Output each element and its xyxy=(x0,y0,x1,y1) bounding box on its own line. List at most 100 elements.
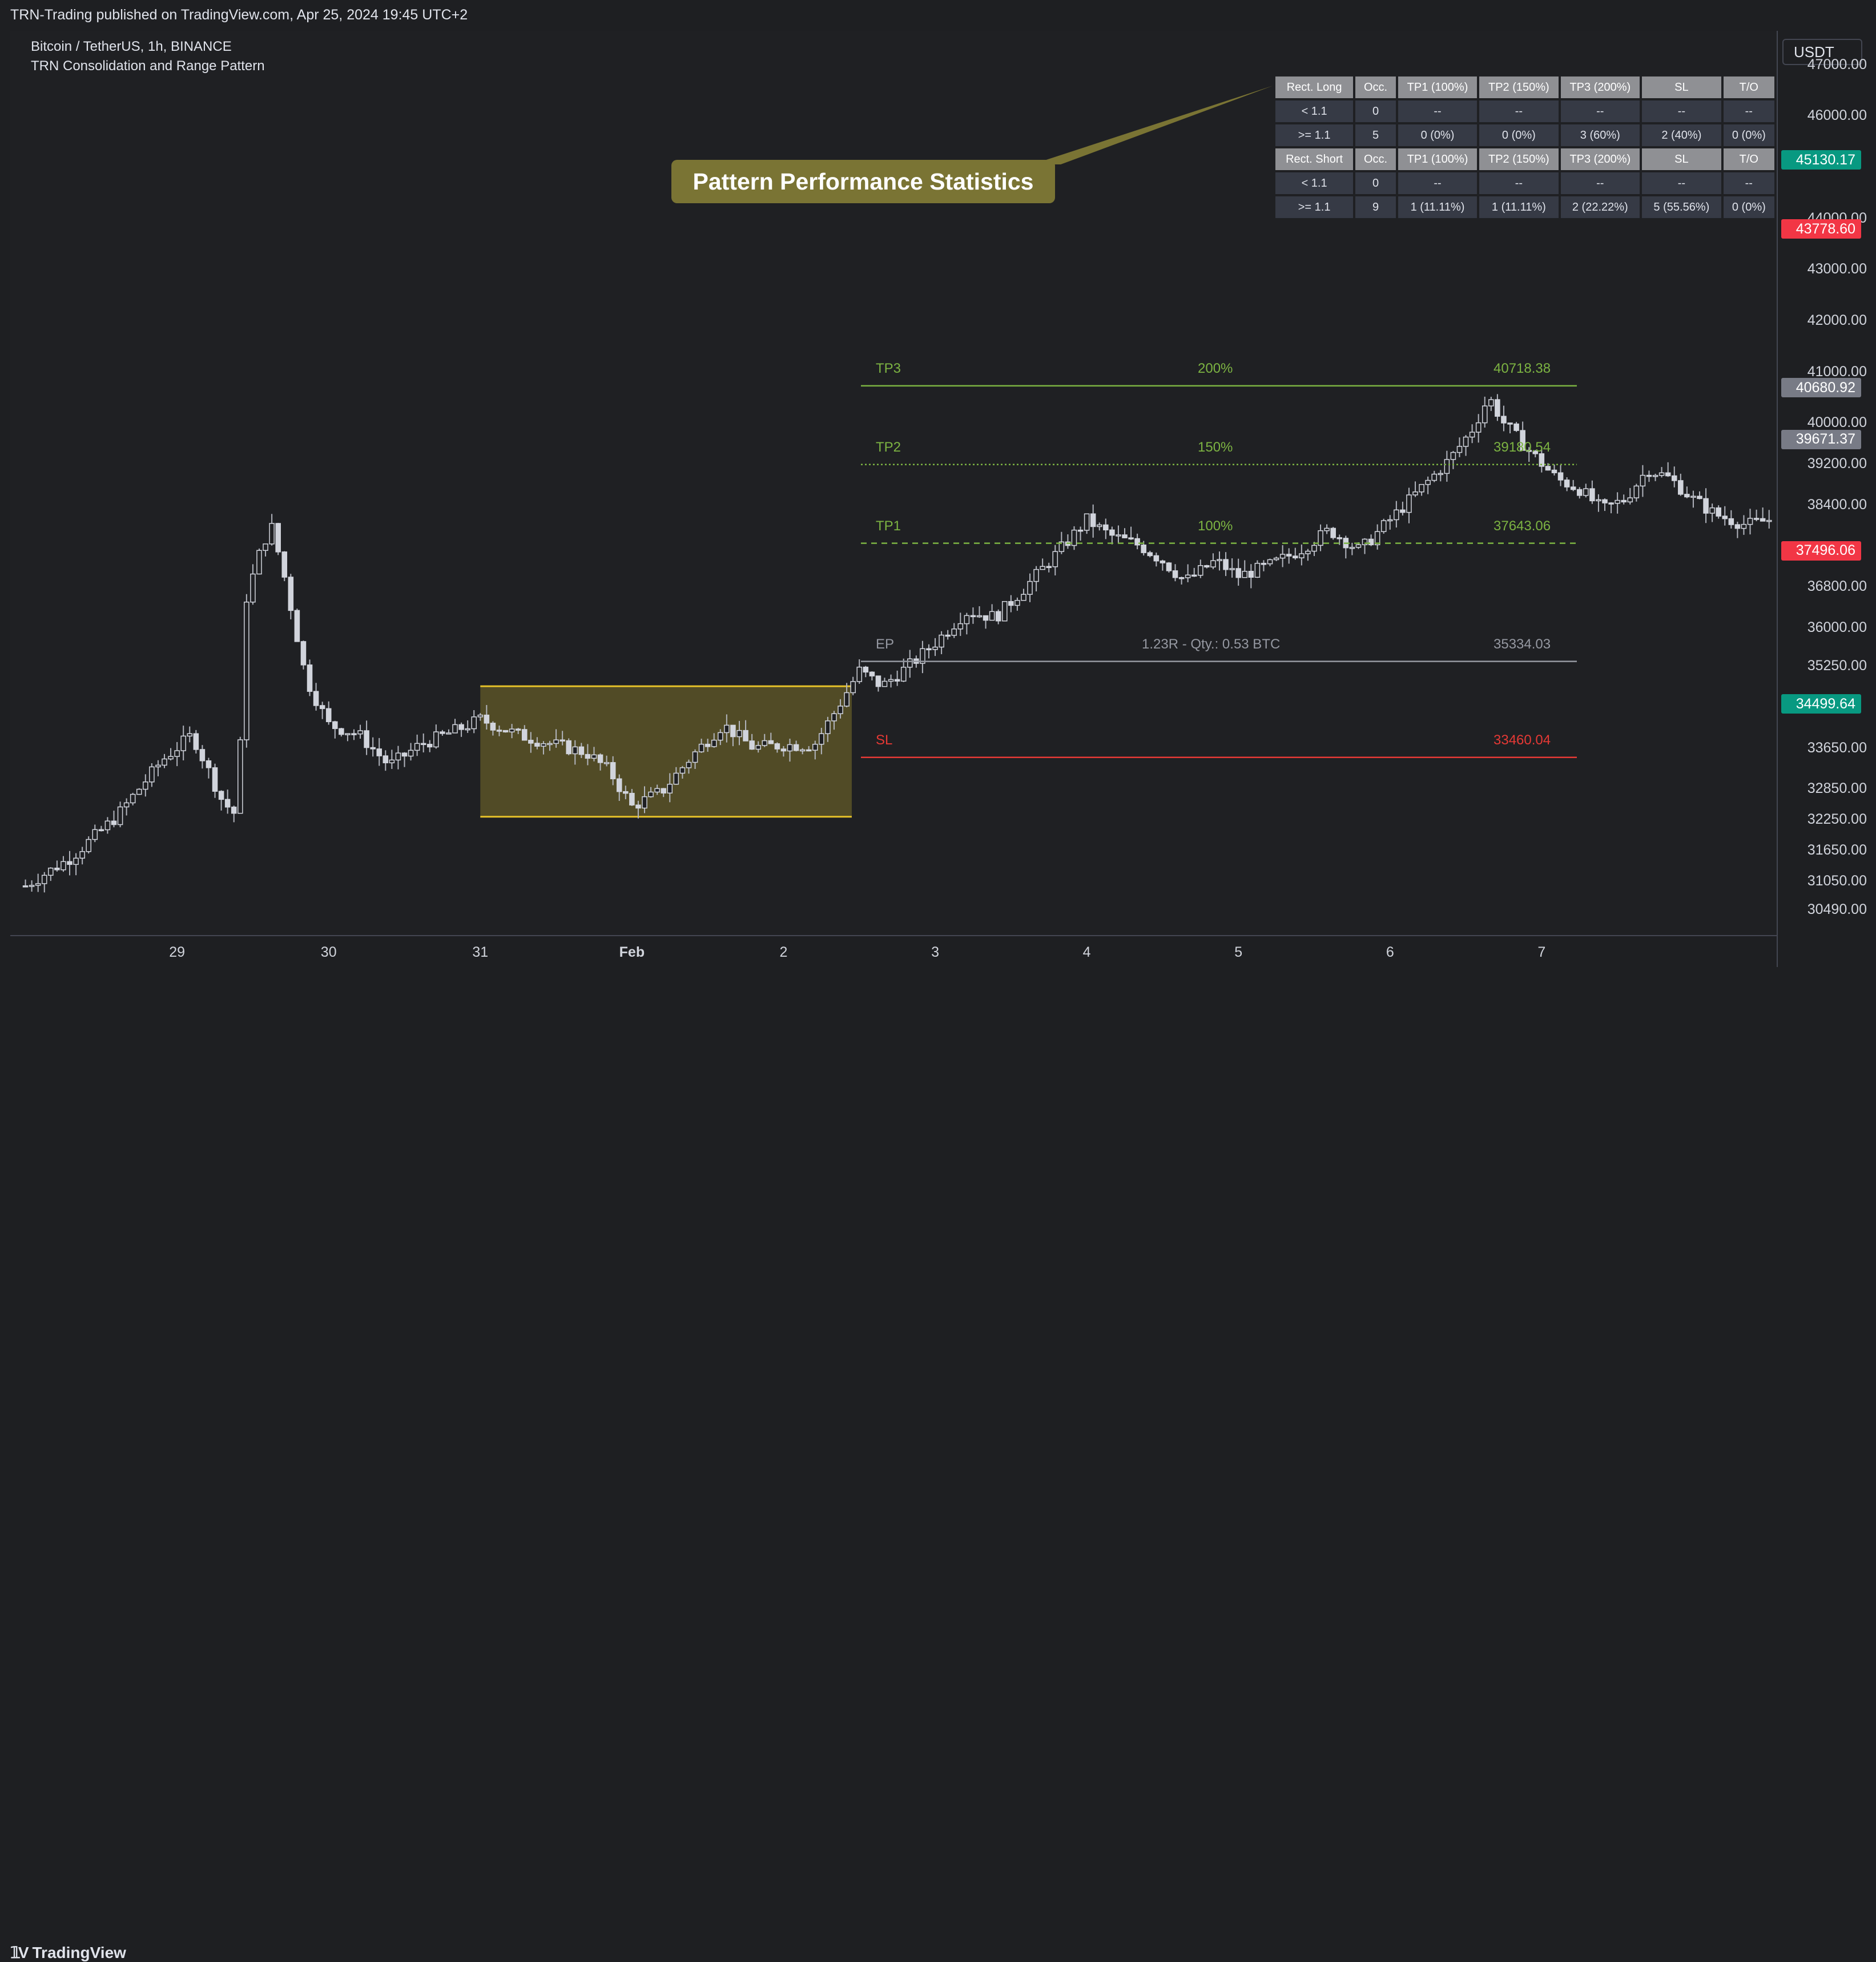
candle-up xyxy=(762,740,768,746)
stats-cell: TP1 (100%) xyxy=(1398,148,1478,170)
candle-up xyxy=(1482,405,1488,424)
candle-up xyxy=(642,796,647,809)
range-rectangle xyxy=(480,686,852,817)
candle-up xyxy=(755,745,761,750)
candle-up xyxy=(1279,554,1286,559)
candle-down xyxy=(231,807,237,814)
chart-pane[interactable]: Bitcoin / TetherUS, 1h, BINANCE TRN Cons… xyxy=(10,31,1777,935)
candle-down xyxy=(704,743,711,747)
candle-down xyxy=(1330,527,1336,538)
candle-down xyxy=(1153,555,1160,562)
candle-down xyxy=(1697,495,1702,499)
candle-down xyxy=(743,730,748,742)
candle-down xyxy=(1722,515,1728,519)
price-badge: 43778.60 xyxy=(1781,219,1861,239)
tradingview-brand[interactable]: 𝟙V TradingView xyxy=(10,1943,126,1962)
candle-down xyxy=(1090,513,1096,527)
candle-up xyxy=(1033,569,1039,582)
indicator-legend[interactable]: TRN Consolidation and Range Pattern xyxy=(31,58,265,74)
candle-down xyxy=(206,760,212,768)
candle-down xyxy=(1520,430,1525,451)
candle-up xyxy=(989,611,995,621)
candle-down xyxy=(1703,498,1709,514)
price-tick: 32850.00 xyxy=(1807,780,1867,797)
stats-cell: Rect. Long xyxy=(1275,76,1354,98)
time-axis[interactable]: 29 30 31 Feb 2 3 4 5 6 7 xyxy=(10,935,1777,968)
time-label: 31 xyxy=(472,944,489,960)
candle-up xyxy=(477,714,484,718)
tp2-label: TP2 xyxy=(876,439,901,455)
candle-down xyxy=(294,610,300,642)
candle-down xyxy=(1103,524,1109,531)
candle-up xyxy=(48,867,54,876)
ep-label: EP xyxy=(876,636,895,652)
candle-up xyxy=(1242,571,1248,578)
candle-up xyxy=(1488,399,1494,406)
currency-selector[interactable]: USDT xyxy=(1782,39,1862,65)
candle-up xyxy=(92,829,98,840)
chart-canvas[interactable] xyxy=(10,31,1777,935)
candle-up xyxy=(1438,473,1444,476)
candle-up xyxy=(1071,529,1077,546)
candle-up xyxy=(155,764,161,768)
candle-down xyxy=(370,747,376,750)
publisher-text: TRN-Trading published on TradingView.com… xyxy=(10,7,468,23)
candle-down xyxy=(1684,494,1690,498)
price-tick: 32250.00 xyxy=(1807,811,1867,828)
candle-up xyxy=(673,772,679,785)
candle-up xyxy=(850,681,856,694)
sl-value: 33460.04 xyxy=(1493,732,1551,748)
candle-up xyxy=(1229,568,1235,570)
candle-down xyxy=(313,691,319,706)
candle-up xyxy=(395,752,401,761)
stats-cell: -- xyxy=(1398,172,1478,194)
candle-up xyxy=(180,735,186,751)
candle-down xyxy=(339,728,344,735)
candle-up xyxy=(408,750,414,757)
candle-up xyxy=(1615,499,1620,504)
candle-up xyxy=(1387,519,1393,522)
candle-down xyxy=(945,634,951,637)
candle-down xyxy=(1293,555,1298,558)
stats-cell: T/O xyxy=(1723,148,1774,170)
candle-up xyxy=(976,615,983,618)
stats-row: Rect. Long Occ. TP1 (100%) TP2 (150%) TP3 (2… xyxy=(1275,76,1774,98)
publisher-bar: TRN-Trading published on TradingView.com… xyxy=(0,0,1876,31)
candle-up xyxy=(698,743,704,752)
candle-up xyxy=(1425,480,1431,485)
candle-down xyxy=(1122,534,1128,538)
stats-cell: -- xyxy=(1560,100,1640,122)
price-badge: 45130.17 xyxy=(1781,150,1861,170)
price-tick: 39200.00 xyxy=(1807,456,1867,472)
candle-up xyxy=(787,744,793,752)
candle-up xyxy=(856,666,863,682)
stats-cell: Occ. xyxy=(1355,148,1396,170)
candle-down xyxy=(793,744,799,751)
stats-row: >= 1.1 9 1 (11.11%) 1 (11.11%) 2 (22.22%) 5 (… xyxy=(1275,196,1774,218)
candle-up xyxy=(1419,484,1424,493)
candle-up xyxy=(1116,534,1121,537)
symbol-legend[interactable]: Bitcoin / TetherUS, 1h, BINANCE xyxy=(31,39,232,54)
candle-down xyxy=(1128,537,1134,539)
candle-down xyxy=(1665,472,1671,477)
candle-up xyxy=(603,762,610,764)
tp3-percent: 200% xyxy=(1198,360,1233,376)
price-tick: 33650.00 xyxy=(1807,739,1867,756)
price-axis[interactable]: USDT 47000.00 46000.00 44000.00 43000.00 420… xyxy=(1777,31,1876,967)
candle-up xyxy=(692,751,698,763)
candle-up xyxy=(162,758,167,766)
candle-down xyxy=(1589,488,1595,502)
tp2-value: 39180.54 xyxy=(1493,439,1551,455)
stats-cell: TP2 (150%) xyxy=(1479,148,1559,170)
candle-up xyxy=(900,667,907,682)
candle-up xyxy=(1324,527,1330,531)
candle-up xyxy=(1273,557,1279,561)
candle-down xyxy=(224,799,231,808)
candle-down xyxy=(1166,562,1172,571)
candle-up xyxy=(117,806,123,825)
candle-up xyxy=(1652,475,1658,477)
candle-down xyxy=(1134,538,1140,546)
candle-down xyxy=(780,748,787,752)
candle-down xyxy=(521,729,528,741)
price-badge: 39671.37 xyxy=(1781,429,1861,449)
